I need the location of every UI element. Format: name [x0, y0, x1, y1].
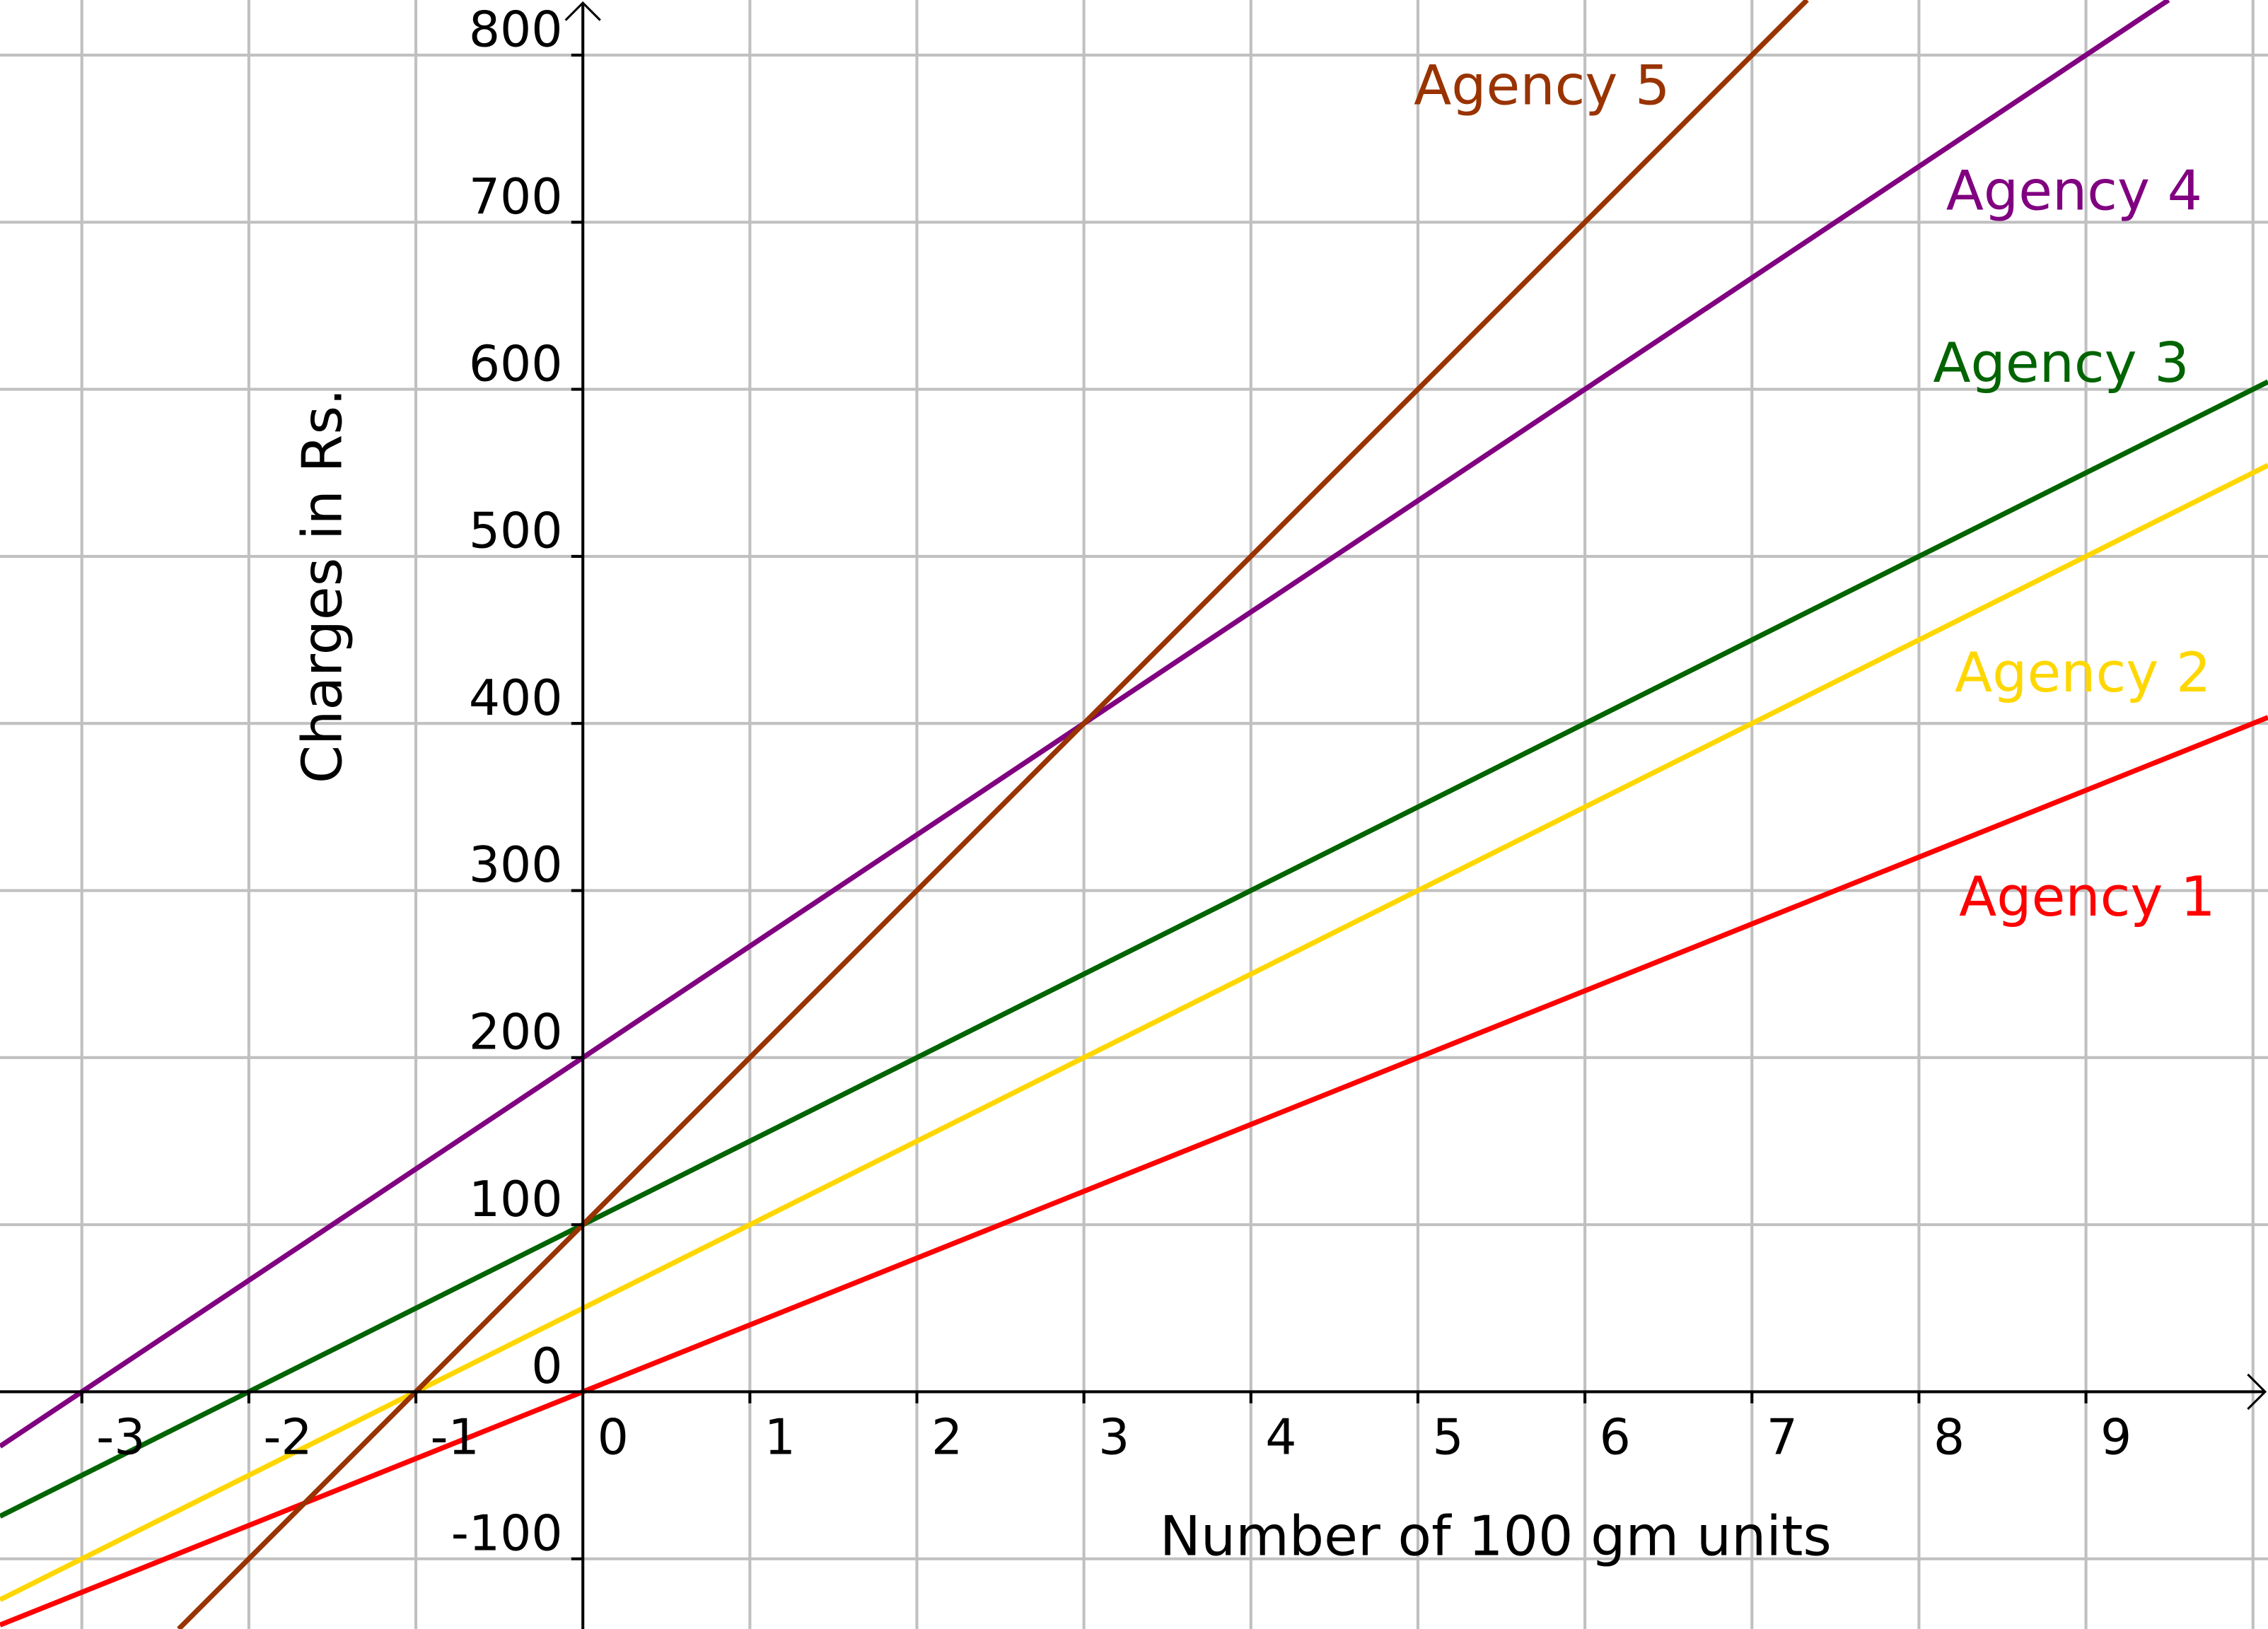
legend-label-agency-3: Agency 3 — [1933, 332, 2189, 395]
y-tick-label: 600 — [469, 335, 563, 392]
y-tick-label: 0 — [531, 1338, 562, 1395]
x-tick-label: 9 — [2100, 1408, 2132, 1466]
y-tick-label: 200 — [469, 1004, 563, 1061]
x-tick-label: 4 — [1265, 1408, 1296, 1466]
series-line-agency-5 — [177, 0, 1809, 1629]
series-line-agency-1 — [0, 715, 2268, 1628]
x-tick-label: -1 — [430, 1408, 479, 1466]
legend-label-agency-4: Agency 4 — [1946, 160, 2202, 223]
y-tick-label: 400 — [469, 670, 563, 727]
x-tick-label: 2 — [931, 1408, 963, 1466]
x-tick-label: -3 — [96, 1408, 145, 1466]
series-line-agency-3 — [0, 379, 2268, 1519]
legend-label-agency-5: Agency 5 — [1414, 54, 1670, 117]
y-tick-label: 300 — [469, 836, 563, 894]
x-tick-label: 0 — [598, 1408, 629, 1466]
y-axis-label: Charges in Rs. — [291, 388, 355, 783]
tick-labels: -3 -2 -1 0 1 2 3 4 5 6 7 8 9 -100 0 100 200 300 400 500 600 7… — [96, 1, 2132, 1563]
y-tick-label: 800 — [469, 1, 563, 59]
y-tick-label: 700 — [469, 168, 563, 226]
legend-label-agency-1: Agency 1 — [1959, 865, 2215, 929]
y-tick-label: -100 — [451, 1505, 563, 1562]
x-tick-label: 7 — [1767, 1408, 1798, 1466]
x-tick-label: -2 — [263, 1408, 312, 1466]
x-tick-label: 6 — [1600, 1408, 1631, 1466]
y-tick-label: 500 — [469, 503, 563, 560]
series-line-agency-2 — [0, 462, 2268, 1602]
y-tick-label: 100 — [469, 1171, 563, 1228]
x-tick-label: 8 — [1933, 1408, 1965, 1466]
x-axis-arrow-icon — [2247, 1373, 2267, 1411]
x-tick-label: 3 — [1098, 1408, 1129, 1466]
x-tick-label: 1 — [764, 1408, 796, 1466]
x-axis-label: Number of 100 gm units — [1160, 1505, 1832, 1569]
x-tick-label: 5 — [1432, 1408, 1463, 1466]
y-axis-arrow-icon — [564, 1, 601, 21]
legend-label-agency-2: Agency 2 — [1955, 641, 2211, 705]
